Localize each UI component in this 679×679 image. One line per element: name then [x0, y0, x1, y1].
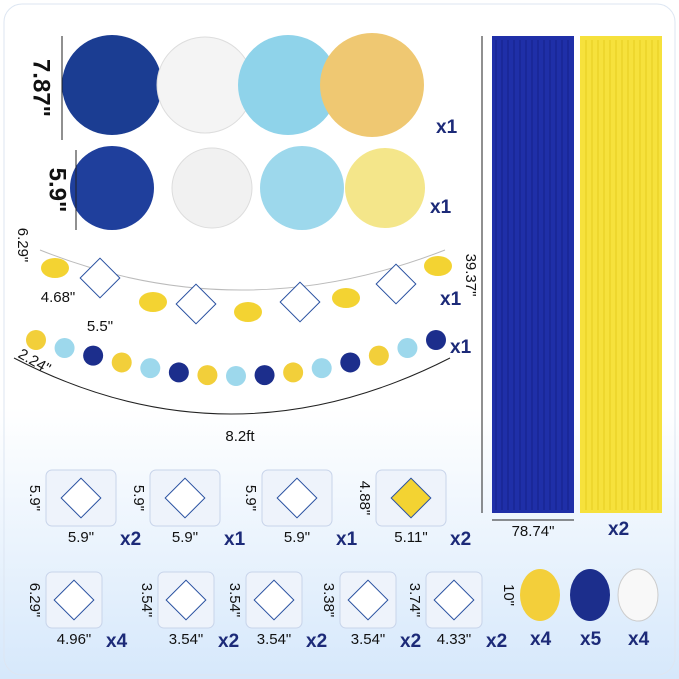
item-height: 3.54"	[138, 583, 155, 618]
frame	[3, 3, 676, 676]
tile	[390, 477, 432, 519]
curtain-height: 39.37"	[462, 254, 479, 297]
tile	[164, 477, 206, 519]
dot	[168, 362, 189, 383]
banner-qty: x1	[440, 289, 462, 310]
item-height: 6.29"	[26, 583, 43, 618]
dot	[368, 345, 389, 366]
dot	[54, 338, 75, 359]
balloons	[520, 568, 659, 622]
tile	[53, 579, 95, 621]
item-width: 3.54"	[257, 631, 292, 648]
item-height: 5.9"	[130, 485, 147, 511]
item-height: 3.54"	[226, 583, 243, 618]
item-rows: 5.9" 5.9" x2 5.9" 5.9" x1 5.9" 5.9" x1 4.88" 5.11"…	[26, 469, 507, 652]
tile	[253, 579, 295, 621]
dot	[111, 352, 132, 373]
item-width: 5.9"	[172, 529, 198, 546]
curtain-width: 78.74"	[512, 523, 555, 540]
item-width: 5.9"	[284, 529, 310, 546]
item-height: 5.9"	[26, 485, 43, 511]
dot	[397, 338, 418, 359]
lemon-banner	[41, 256, 452, 325]
fans-qty: x1	[436, 117, 458, 138]
dot	[340, 352, 361, 373]
item-width: 4.33"	[437, 631, 472, 648]
item-qty: x1	[336, 529, 358, 550]
item-qty: x1	[224, 529, 246, 550]
item-qty: x4	[106, 631, 128, 652]
item-height: 3.74"	[406, 583, 423, 618]
item-width: 3.54"	[351, 631, 386, 648]
dot	[140, 358, 161, 379]
dot	[283, 362, 304, 383]
tile	[165, 579, 207, 621]
balloon-qty: x4	[530, 629, 552, 650]
garland-length: 8.2ft	[225, 428, 255, 445]
banner-height: 6.29"	[14, 228, 31, 263]
item-width: 3.54"	[169, 631, 204, 648]
dot	[311, 358, 332, 379]
tile	[276, 477, 318, 519]
garland-qty: x1	[450, 337, 472, 358]
item-qty: x2	[400, 631, 421, 652]
item-qty: x2	[120, 529, 141, 550]
item-width: 5.9"	[68, 529, 94, 546]
fans-height: 7.87"	[28, 59, 55, 117]
item-height: 3.38"	[320, 583, 337, 618]
dot	[254, 365, 275, 386]
item-qty: x2	[486, 631, 507, 652]
balloon-qty: x4	[628, 629, 650, 650]
banner-width: 4.68"	[41, 289, 76, 306]
dot	[197, 365, 218, 386]
paper-fans	[62, 33, 424, 137]
tile	[60, 477, 102, 519]
pompoms-height: 5.9"	[44, 168, 71, 213]
pompoms	[70, 146, 425, 230]
item-qty: x2	[218, 631, 239, 652]
tile	[347, 579, 389, 621]
item-height: 5.9"	[242, 485, 259, 511]
dot	[26, 330, 46, 350]
balloon-size: 10"	[500, 584, 517, 606]
balloon-qty: x5	[580, 629, 602, 650]
item-height: 4.88"	[356, 481, 373, 516]
tile	[433, 579, 475, 621]
banner-tile: 5.5"	[87, 318, 113, 335]
item-width: 5.11"	[394, 529, 427, 546]
item-qty: x2	[450, 529, 471, 550]
dot	[226, 366, 246, 386]
dot-garland	[26, 330, 446, 386]
pompoms-qty: x1	[430, 197, 452, 218]
fringe-curtains	[492, 36, 662, 513]
dimension-line	[481, 36, 574, 521]
item-qty: x2	[306, 631, 327, 652]
curtain-qty: x2	[608, 519, 629, 540]
item-width: 4.96"	[57, 631, 92, 648]
dot	[426, 330, 446, 350]
dot	[83, 345, 104, 366]
length-arc	[13, 357, 451, 415]
